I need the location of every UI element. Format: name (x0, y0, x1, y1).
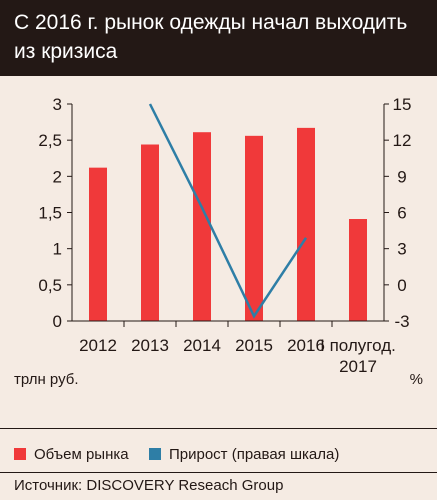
right-tick-label: 6 (397, 204, 406, 223)
right-tick-label: -3 (394, 312, 409, 331)
growth-line (148, 103, 308, 319)
right-tick-label: 0 (397, 276, 406, 295)
legend: Объем рынка Прирост (правая шкала) (0, 446, 437, 470)
bar-2015 (245, 135, 263, 321)
legend-swatch-line (149, 448, 161, 460)
chart-title: С 2016 г. рынок одежды начал выходить из… (14, 11, 408, 63)
chart-header: С 2016 г. рынок одежды начал выходить из… (0, 0, 437, 76)
right-tick-label: 9 (397, 167, 406, 186)
x-tick-label: I полугод. (320, 336, 396, 355)
x-tick-label: 2012 (79, 336, 117, 355)
left-tick-label: 3 (53, 95, 62, 114)
source-divider (0, 472, 437, 473)
x-tick-label: 2015 (235, 336, 273, 355)
source-note: Источник: DISCOVERY Reseach Group (14, 477, 284, 494)
chart-area: 0 0,5 1 1,5 2 2,5 3 -3 0 3 6 9 12 15 2012 2013 2014 2015 2… (38, 95, 412, 376)
legend-label: Объем рынка (34, 446, 129, 463)
right-tick-label: 15 (393, 95, 412, 114)
x-tick-label: 2014 (183, 336, 221, 355)
x-tick-label: 2013 (131, 336, 169, 355)
legend-item-market-volume: Объем рынка (14, 446, 129, 463)
legend-divider (0, 428, 437, 429)
bar-I-полугод.-2017 (349, 219, 367, 321)
left-tick-label: 1,5 (38, 204, 62, 223)
left-tick-label: 0,5 (38, 276, 62, 295)
legend-swatch-bar (14, 448, 26, 460)
x-tick-label: 2017 (339, 357, 377, 376)
right-axis-unit: % (409, 371, 423, 388)
legend-label: Прирост (правая шкала) (169, 446, 340, 463)
right-tick-label: 12 (393, 131, 412, 150)
bar-2016 (297, 127, 315, 321)
left-tick-label: 2,5 (38, 131, 62, 150)
bar-2013 (141, 144, 159, 321)
left-axis-unit: трлн руб. (14, 371, 79, 388)
legend-item-growth: Прирост (правая шкала) (149, 446, 339, 463)
left-tick-label: 0 (53, 312, 62, 331)
left-tick-label: 2 (53, 167, 62, 186)
x-tick-label: 2016 (287, 336, 325, 355)
left-tick-label: 1 (53, 240, 62, 259)
bar-2012 (89, 167, 107, 321)
right-tick-label: 3 (397, 240, 406, 259)
bar-2014 (193, 132, 211, 321)
